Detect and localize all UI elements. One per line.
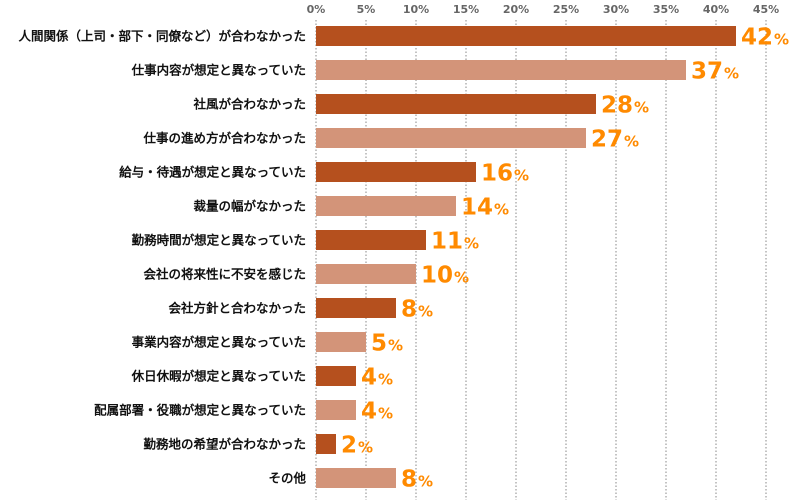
bar bbox=[316, 196, 456, 216]
bar bbox=[316, 468, 396, 488]
x-tick-label: 15% bbox=[453, 3, 479, 16]
value-number: 4 bbox=[361, 399, 377, 425]
value-label: 28% bbox=[601, 93, 649, 119]
value-label: 8% bbox=[401, 467, 433, 493]
category-label: 事業内容が想定と異なっていた bbox=[132, 335, 306, 350]
value-number: 5 bbox=[371, 331, 387, 357]
x-tick-label: 5% bbox=[357, 3, 376, 16]
category-label: 裁量の幅がなかった bbox=[193, 199, 306, 214]
value-number: 14 bbox=[461, 195, 493, 221]
value-label: 11% bbox=[431, 229, 479, 255]
percent-sign: % bbox=[724, 65, 739, 83]
value-number: 10 bbox=[421, 263, 453, 289]
category-label: 会社の将来性に不安を感じた bbox=[143, 267, 306, 282]
value-label: 42% bbox=[741, 25, 789, 51]
x-tick-label: 40% bbox=[703, 3, 729, 16]
value-label: 2% bbox=[341, 433, 373, 459]
bar bbox=[316, 400, 356, 420]
value-number: 42 bbox=[741, 25, 773, 51]
value-number: 2 bbox=[341, 433, 357, 459]
bar bbox=[316, 298, 396, 318]
value-number: 11 bbox=[431, 229, 463, 255]
percent-sign: % bbox=[464, 235, 479, 253]
percent-sign: % bbox=[624, 133, 639, 151]
value-label: 27% bbox=[591, 127, 639, 153]
percent-sign: % bbox=[378, 405, 393, 423]
bar bbox=[316, 94, 596, 114]
category-label: 配属部署・役職が想定と異なっていた bbox=[94, 403, 306, 418]
value-number: 28 bbox=[601, 93, 633, 119]
percent-sign: % bbox=[388, 337, 403, 355]
percent-sign: % bbox=[774, 31, 789, 49]
value-label: 8% bbox=[401, 297, 433, 323]
value-label: 4% bbox=[361, 399, 393, 425]
bar bbox=[316, 264, 416, 284]
value-number: 16 bbox=[481, 161, 513, 187]
bar bbox=[316, 26, 736, 46]
percent-sign: % bbox=[634, 99, 649, 117]
percent-sign: % bbox=[494, 201, 509, 219]
bar bbox=[316, 366, 356, 386]
value-number: 8 bbox=[401, 297, 417, 323]
category-label: 勤務地の希望が合わなかった bbox=[143, 437, 306, 452]
value-number: 27 bbox=[591, 127, 623, 153]
category-label: 会社方針と合わなかった bbox=[168, 301, 306, 316]
percent-sign: % bbox=[358, 439, 373, 457]
bar bbox=[316, 230, 426, 250]
category-label: 仕事内容が想定と異なっていた bbox=[131, 63, 306, 78]
x-tick-label: 45% bbox=[753, 3, 779, 16]
bar bbox=[316, 128, 586, 148]
value-number: 4 bbox=[361, 365, 377, 391]
category-label: その他 bbox=[268, 471, 306, 486]
category-label: 社風が合わなかった bbox=[192, 97, 306, 112]
value-label: 14% bbox=[461, 195, 509, 221]
x-tick-label: 20% bbox=[503, 3, 529, 16]
value-label: 10% bbox=[421, 263, 469, 289]
x-tick-label: 10% bbox=[403, 3, 429, 16]
bar bbox=[316, 434, 336, 454]
category-label: 休日休暇が想定と異なっていた bbox=[131, 369, 306, 384]
percent-sign: % bbox=[454, 269, 469, 287]
bar bbox=[316, 332, 366, 352]
bar bbox=[316, 162, 476, 182]
value-number: 8 bbox=[401, 467, 417, 493]
value-label: 37% bbox=[691, 59, 739, 85]
bar bbox=[316, 60, 686, 80]
category-label: 人間関係（上司・部下・同僚など）が合わなかった bbox=[18, 29, 306, 44]
category-label: 勤務時間が想定と異なっていた bbox=[132, 233, 306, 248]
percent-sign: % bbox=[514, 167, 529, 185]
x-tick-label: 25% bbox=[553, 3, 579, 16]
value-label: 16% bbox=[481, 161, 529, 187]
percent-sign: % bbox=[418, 303, 433, 321]
value-label: 4% bbox=[361, 365, 393, 391]
percent-sign: % bbox=[378, 371, 393, 389]
percent-sign: % bbox=[418, 473, 433, 491]
x-tick-label: 0% bbox=[307, 3, 326, 16]
x-tick-label: 35% bbox=[653, 3, 679, 16]
value-number: 37 bbox=[691, 59, 723, 85]
category-label: 仕事の進め方が合わなかった bbox=[142, 131, 306, 146]
value-label: 5% bbox=[371, 331, 403, 357]
x-tick-label: 30% bbox=[603, 3, 629, 16]
category-label: 給与・待遇が想定と異なっていた bbox=[119, 165, 306, 180]
